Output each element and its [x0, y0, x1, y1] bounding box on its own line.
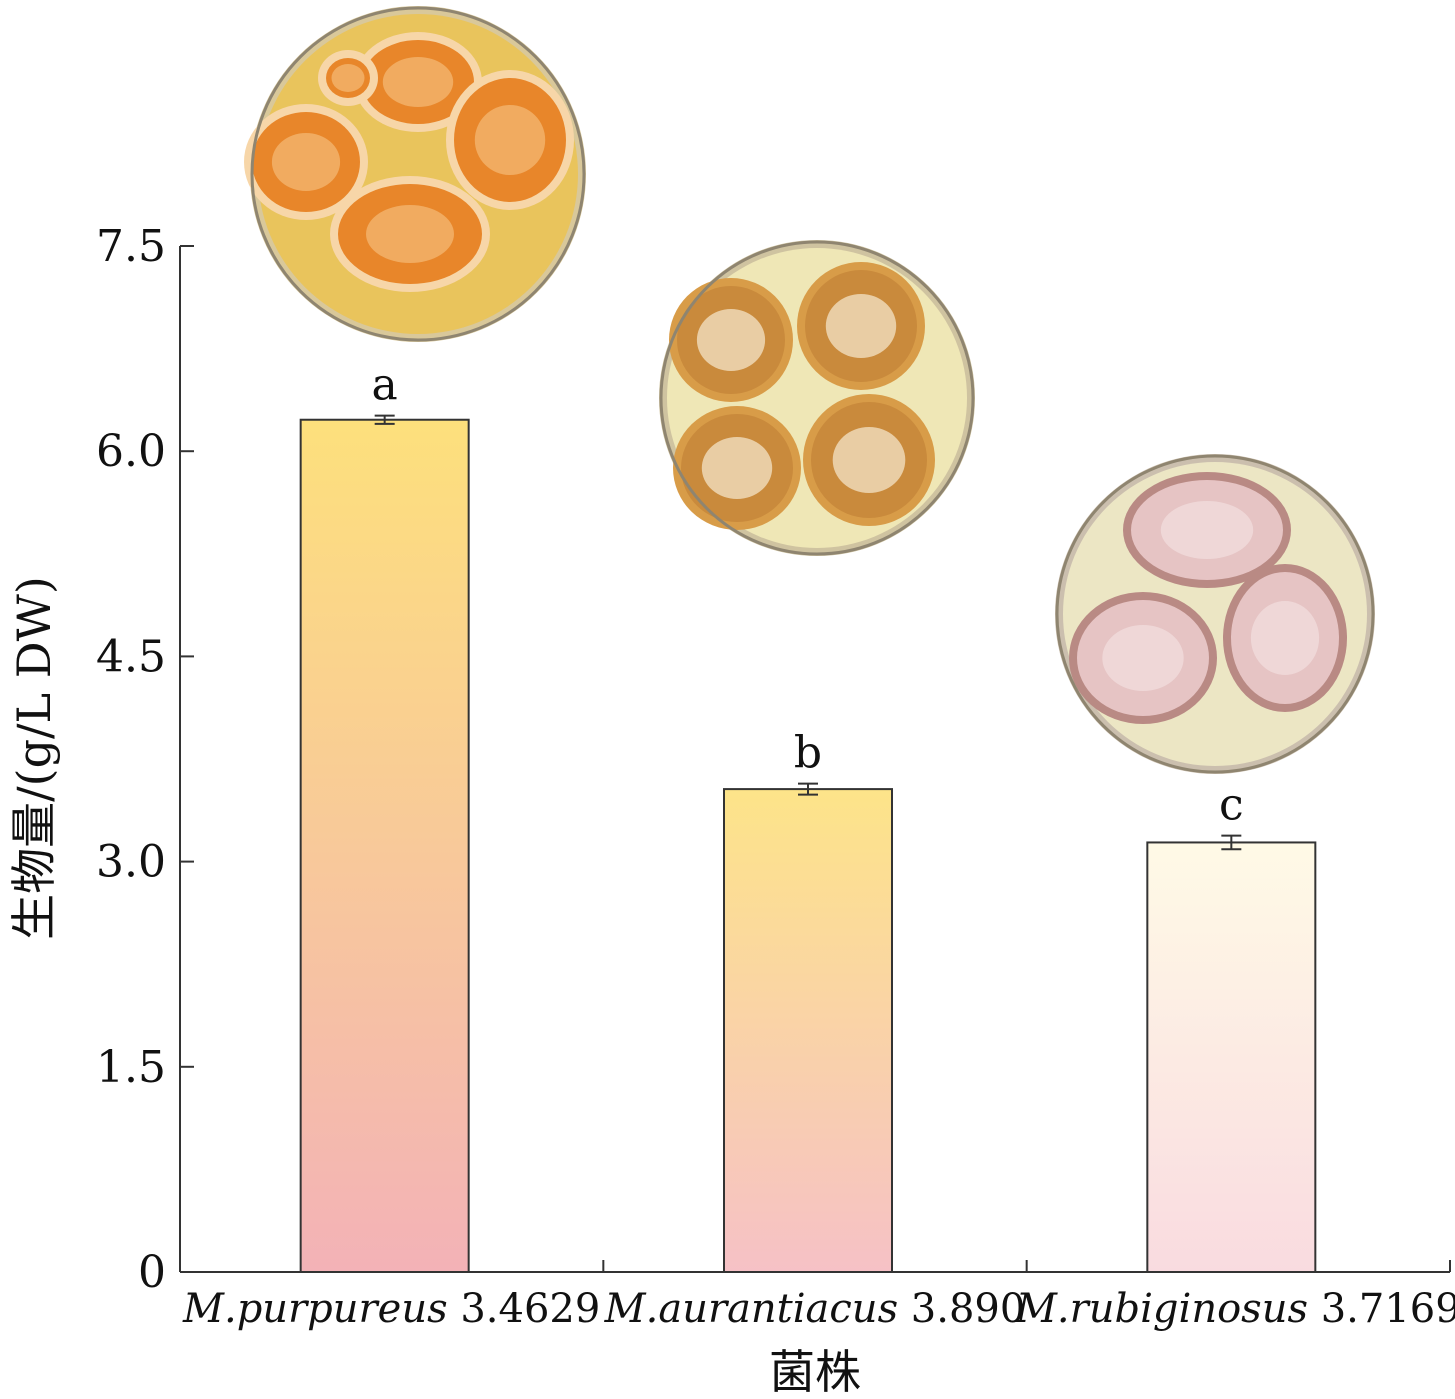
species-name: M.aurantiacus: [604, 1286, 898, 1332]
strain-number: 3.4629: [448, 1286, 601, 1332]
significance-label-1: a: [372, 360, 398, 411]
significance-label-2: b: [794, 728, 822, 779]
y-tick-label: 6.0: [96, 426, 166, 477]
petri-dish-tan-icon: [659, 240, 975, 556]
y-tick-label: 7.5: [96, 221, 166, 272]
y-tick-label: 3.0: [96, 837, 166, 888]
significance-label-3: c: [1219, 780, 1244, 831]
y-tick-label: 0: [138, 1247, 166, 1298]
bar-1: [299, 418, 470, 1273]
axes: [179, 246, 1450, 1273]
petri-dish-pink-icon: [1055, 454, 1375, 774]
strain-number: 3.890: [898, 1286, 1025, 1332]
y-ticks: 0 1.5 3.0 4.5 6.0 7.5: [96, 221, 194, 1298]
x-category-label-2: M.aurantiacus 3.890: [604, 1286, 1026, 1332]
strain-number: 3.7169: [1308, 1286, 1455, 1332]
bar-3: [1146, 841, 1317, 1273]
labels: 生物量/(g/L DW) 菌株: [7, 576, 861, 1399]
petri-dish-orange-icon: [244, 6, 586, 342]
species-name: M.rubiginosus: [1015, 1286, 1308, 1332]
x-ticks: [602, 1260, 1451, 1272]
x-axis-title: 菌株: [769, 1345, 861, 1399]
x-category-label-1: M.purpureus 3.4629: [182, 1286, 600, 1332]
y-tick-label: 4.5: [96, 631, 166, 682]
bars: a M.purpureus 3.4629 b M.aurantiacus 3.890 c…: [182, 360, 1455, 1332]
bar-2: [723, 788, 893, 1273]
x-category-label-3: M.rubiginosus 3.7169: [1015, 1286, 1455, 1332]
y-axis-title: 生物量/(g/L DW): [7, 576, 61, 940]
petri-dish-photos: [244, 6, 1375, 774]
y-tick-label: 1.5: [96, 1042, 166, 1093]
species-name: M.purpureus: [182, 1286, 448, 1332]
